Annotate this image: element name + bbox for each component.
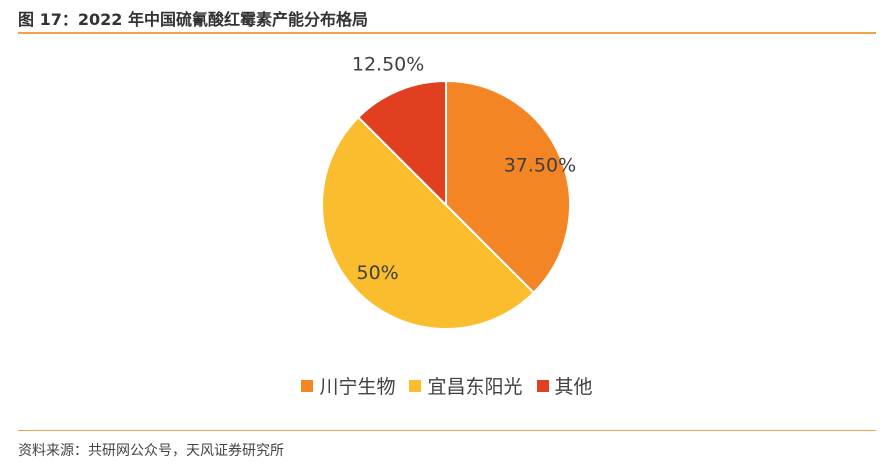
legend-label: 川宁生物 <box>319 376 396 398</box>
legend-swatch <box>301 379 314 392</box>
chart-title: 图 17：2022 年中国硫氰酸红霉素产能分布格局 <box>18 10 368 29</box>
pie-slice-chuanning <box>445 79 571 295</box>
chart-legend: 川宁生物 宜昌东阳光 其他 <box>0 372 894 399</box>
source-note: 资料来源：共研网公众号，天风证券研究所 <box>18 443 284 459</box>
pie-slice-dongyangguang <box>321 115 536 330</box>
title-divider <box>18 32 876 34</box>
legend-swatch <box>536 379 549 392</box>
pie-slice-other <box>356 79 447 208</box>
data-label-other: 12.50% <box>352 54 424 76</box>
footer-divider <box>18 430 876 431</box>
legend-item-dongyangguang: 宜昌东阳光 <box>409 372 523 399</box>
legend-label: 宜昌东阳光 <box>427 376 523 398</box>
data-label-chuanning: 37.50% <box>504 155 576 177</box>
legend-item-other: 其他 <box>536 372 593 399</box>
legend-item-chuanning: 川宁生物 <box>301 372 395 399</box>
legend-swatch <box>409 379 422 392</box>
data-label-dongyangguang: 50% <box>356 262 398 284</box>
legend-label: 其他 <box>554 376 593 398</box>
